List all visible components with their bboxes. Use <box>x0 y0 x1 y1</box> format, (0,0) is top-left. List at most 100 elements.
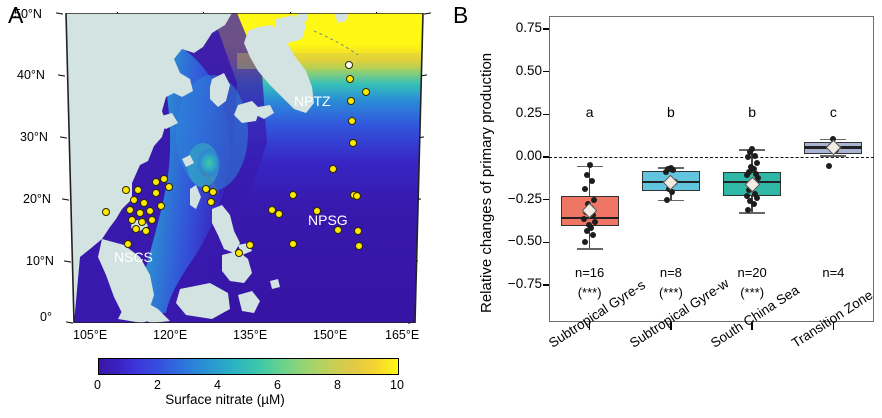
data-point <box>589 231 596 238</box>
station-marker <box>134 186 142 194</box>
station-marker <box>126 206 134 214</box>
y-tick-mark <box>543 113 549 116</box>
station-marker <box>140 199 148 207</box>
y-tick-label: −0.25 <box>507 190 542 206</box>
data-point <box>586 161 593 168</box>
box-whisker-cap <box>820 154 847 157</box>
station-marker <box>130 196 138 204</box>
y-tick-mark <box>543 28 549 30</box>
station-marker <box>124 240 132 248</box>
colorbar-tick-0: 0 <box>94 378 101 392</box>
y-tick-label: −0.75 <box>507 276 542 292</box>
station-marker <box>246 241 254 249</box>
data-point <box>744 154 751 161</box>
data-point <box>751 200 758 207</box>
data-point <box>825 162 832 169</box>
data-point <box>754 195 761 202</box>
y-tick-label: 0.50 <box>515 62 542 78</box>
sample-size-label: n=20 <box>737 265 767 280</box>
station-marker <box>132 225 140 233</box>
x-tick-mark <box>832 322 835 330</box>
significance-label: (***) <box>658 285 683 300</box>
station-marker <box>354 227 362 235</box>
box-median-line <box>560 216 619 220</box>
box-whisker-cap <box>576 247 603 250</box>
y-tick-mark <box>543 198 549 201</box>
lon-label-120e: 120°E <box>153 328 188 342</box>
box-whisker-cap <box>739 211 766 214</box>
panel-b-boxplot: B Relative changes of primary production… <box>450 0 882 418</box>
station-marker <box>122 186 130 194</box>
data-point <box>750 166 757 173</box>
colorbar-tick-8: 8 <box>334 378 341 392</box>
map-canvas: NPTZ NPSG NSCS <box>62 13 427 323</box>
y-tick-label: −0.50 <box>507 233 542 249</box>
station-marker <box>313 207 321 215</box>
colorbar-tick-10: 10 <box>390 378 404 392</box>
lat-label-30n: 30°N <box>20 130 48 144</box>
data-point <box>746 148 753 155</box>
station-marker <box>235 249 243 257</box>
lon-label-165e: 165°E <box>385 328 420 342</box>
station-marker <box>334 226 342 234</box>
station-marker <box>207 198 215 206</box>
zero-reference-line <box>549 157 874 158</box>
data-point <box>581 215 588 222</box>
colorbar <box>98 358 399 375</box>
sample-size-label: n=16 <box>574 265 605 280</box>
significance-label: (***) <box>740 285 765 300</box>
data-point <box>581 239 588 246</box>
station-marker <box>348 117 356 125</box>
map-svg <box>65 13 424 323</box>
significance-label: (***) <box>577 285 602 300</box>
station-marker <box>289 191 297 199</box>
station-marker <box>209 188 217 196</box>
station-marker <box>275 210 283 218</box>
data-point <box>669 189 676 196</box>
station-marker <box>347 97 355 105</box>
station-marker <box>165 183 173 191</box>
station-marker <box>152 178 160 186</box>
data-point <box>753 159 760 166</box>
data-point <box>752 190 759 197</box>
y-axis-label: Relative changes of primary production <box>478 52 495 313</box>
data-point <box>590 212 597 219</box>
station-marker <box>355 242 363 250</box>
station-marker <box>329 165 337 173</box>
data-point <box>751 152 758 159</box>
data-point <box>592 219 599 226</box>
colorbar-title: Surface nitrate (µM) <box>165 392 285 407</box>
data-point <box>665 165 672 172</box>
y-tick-mark <box>543 241 549 244</box>
y-tick-label: 0.00 <box>515 148 542 163</box>
lon-label-150e: 150°E <box>313 328 348 342</box>
y-tick-label: 0.75 <box>515 19 542 35</box>
sample-size-label: n=8 <box>659 265 682 280</box>
data-point <box>744 192 751 199</box>
station-marker <box>346 75 354 83</box>
x-tick-mark <box>588 322 591 330</box>
group-letter: a <box>585 104 594 120</box>
y-tick-label: 0.25 <box>515 105 542 121</box>
lon-label-105e: 105°E <box>73 328 108 342</box>
data-point <box>752 170 759 177</box>
station-marker <box>148 216 156 224</box>
data-point <box>830 135 837 142</box>
y-tick-mark <box>543 284 549 286</box>
data-point <box>670 167 677 174</box>
panel-b-letter: B <box>453 2 469 28</box>
station-marker <box>102 208 110 216</box>
data-point <box>664 197 671 204</box>
x-tick-mark <box>751 322 753 330</box>
panel-a-letter: A <box>8 2 24 28</box>
station-marker <box>362 88 370 96</box>
region-label-npsg: NPSG <box>308 212 348 228</box>
region-label-nptz: NPTZ <box>294 93 331 109</box>
colorbar-tick-6: 6 <box>274 378 281 392</box>
data-point <box>745 168 752 175</box>
data-point <box>589 177 596 184</box>
station-marker <box>152 189 160 197</box>
colorbar-tick-2: 2 <box>154 378 161 392</box>
data-point <box>663 168 670 175</box>
